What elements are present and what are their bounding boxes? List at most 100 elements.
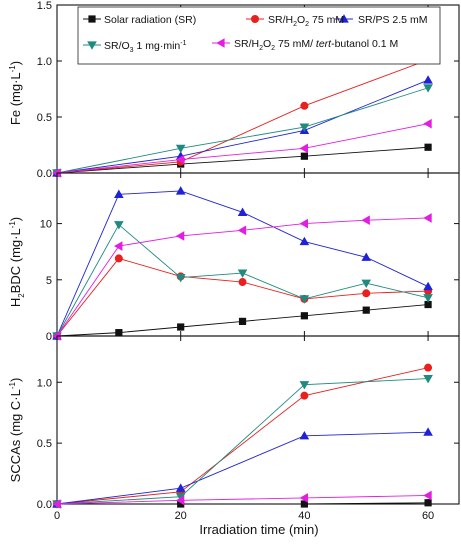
y-axis-title-fe: Fe (mg·L-1)	[8, 61, 23, 125]
y-axis-title-h2bdc: H2BDC (mg·L-1)	[8, 217, 26, 307]
point-sr	[300, 312, 308, 320]
point-o3	[299, 381, 310, 390]
point-o3	[175, 493, 186, 502]
point-tbu	[114, 241, 123, 251]
point-tbu	[423, 213, 432, 223]
x-tick-label: 60	[422, 510, 434, 522]
point-o3	[175, 273, 186, 283]
legend-marker-o3	[87, 41, 97, 50]
y-tick-label: 0.5	[37, 112, 52, 124]
panel-3-frame	[56, 335, 460, 505]
point-ps	[423, 75, 433, 84]
point-h2o2	[238, 278, 247, 287]
y-tick-label: 1.0	[37, 56, 52, 68]
point-h2o2	[300, 391, 309, 400]
point-o3	[237, 269, 248, 278]
legend-label-h2o2: SR/H2O2 75 mM	[268, 14, 344, 28]
series-line-h2o2	[56, 59, 429, 174]
point-tbu	[299, 143, 308, 154]
point-sr	[238, 317, 247, 325]
panel-3: 0.0 0.5 1.0 0 20 40 60	[37, 335, 460, 522]
legend-label-sr: Solar radiation (SR)	[104, 14, 196, 26]
point-o3	[361, 279, 372, 288]
series-line-sr	[56, 146, 429, 174]
point-sr	[177, 323, 185, 331]
point-o3	[423, 84, 433, 93]
point-sr	[115, 329, 123, 337]
point-ps	[237, 207, 248, 216]
point-h2o2	[114, 254, 123, 263]
y-tick-label: 5	[46, 275, 52, 287]
point-h2o2	[424, 363, 433, 372]
point-tbu	[423, 490, 432, 501]
point-ps	[423, 427, 433, 436]
series-line-ps	[56, 431, 429, 505]
point-ps	[299, 236, 310, 246]
point-sr	[300, 152, 308, 160]
y-tick-label: 0.0	[37, 168, 52, 180]
point-tbu	[299, 493, 308, 503]
point-tbu	[52, 331, 61, 341]
point-o3	[423, 294, 433, 303]
point-sr	[300, 500, 308, 508]
legend-marker-tbu	[216, 38, 225, 48]
legend-marker-h2o2	[251, 15, 259, 23]
point-ps	[423, 281, 433, 291]
x-tick-label: 40	[298, 510, 310, 522]
y-tick-label: 0	[46, 331, 52, 343]
point-o3	[114, 221, 124, 230]
series-line-tbu	[56, 495, 429, 505]
point-o3	[299, 295, 310, 304]
series-line-tbu	[56, 123, 429, 174]
point-ps	[175, 186, 186, 195]
point-o3	[423, 375, 433, 384]
panel-1: 0.0 0.5 1.0 1.5	[37, 0, 460, 180]
point-sr	[362, 306, 370, 314]
y-axis-titles: Fe (mg·L-1) H2BDC (mg·L-1) SCCAs (mg C·L…	[8, 61, 26, 482]
point-tbu	[52, 499, 61, 509]
y-tick-label: 1.0	[37, 377, 52, 389]
point-tbu	[423, 118, 432, 129]
point-o3	[175, 144, 186, 154]
legend-label-tbu: SR/H2O2 75 mM/ tert-butanol 0.1 M	[234, 38, 398, 52]
legend-box	[77, 6, 441, 65]
series-line-ps	[56, 79, 429, 174]
point-sr	[424, 300, 432, 309]
point-ps	[175, 483, 186, 492]
y-tick-label: 10	[40, 219, 52, 231]
panels: 0.0 0.5 1.0 1.5 0 5 10 0.0 0.5 1.0 0 20 40 60	[37, 0, 460, 522]
point-h2o2	[362, 289, 371, 298]
point-tbu	[299, 218, 308, 229]
point-ps	[361, 252, 372, 261]
point-tbu	[52, 168, 61, 178]
legend-label-o3: SR/O3 1 mg·min-1	[104, 40, 187, 54]
y-tick-label: 1.5	[37, 0, 52, 12]
x-tick-label: 20	[175, 510, 187, 522]
series-line-h2o2	[56, 367, 429, 505]
point-sr	[177, 500, 185, 508]
legend-marker-ps	[339, 14, 349, 23]
point-tbu	[237, 225, 247, 236]
point-tbu	[175, 231, 185, 241]
legend: Solar radiation (SR) SR/H2O2 75 mM SR/PS…	[77, 6, 441, 65]
x-tick-label: 0	[54, 510, 60, 522]
point-ps	[114, 189, 124, 198]
series-line-sr	[57, 502, 429, 505]
point-o3	[299, 123, 310, 132]
panel-2: 0 5 10	[40, 172, 460, 343]
y-tick-label: 0.5	[37, 438, 52, 450]
series-line-o3	[56, 378, 429, 505]
point-ps	[299, 431, 310, 440]
point-tbu	[175, 154, 185, 165]
series-line-o3	[56, 87, 429, 174]
legend-items	[83, 14, 353, 50]
legend-label-ps: SR/PS 2.5 mM	[358, 14, 427, 26]
point-sr	[424, 143, 432, 151]
point-sr	[424, 499, 432, 507]
y-axis-title-sccas: SCCAs (mg C·L-1)	[8, 378, 23, 483]
point-tbu	[361, 215, 370, 226]
legend-marker-sr	[88, 15, 96, 23]
point-h2o2	[300, 101, 309, 110]
point-tbu	[175, 495, 185, 506]
